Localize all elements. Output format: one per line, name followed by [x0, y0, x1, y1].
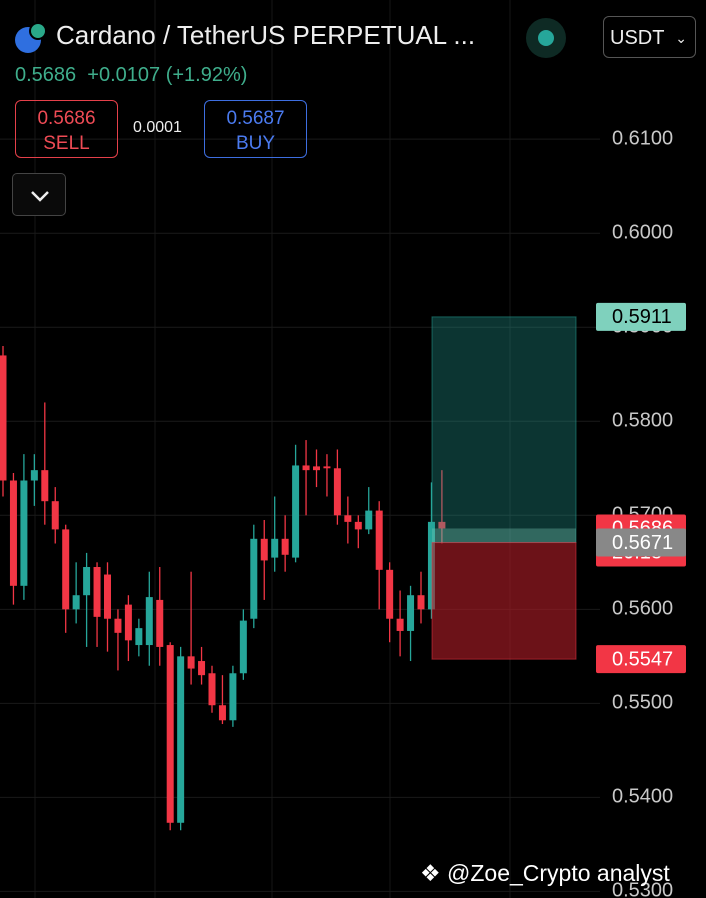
- sell-button[interactable]: 0.5686 SELL: [15, 100, 118, 158]
- y-tick-label: 0.6100: [612, 127, 673, 149]
- price-change: +0.0107 (+1.92%): [87, 64, 248, 86]
- profit-zone: [431, 316, 577, 544]
- candle-body: [187, 656, 195, 669]
- watermark: ❖ @Zoe_Crypto analyst: [420, 860, 670, 887]
- target-badge-label: 0.5911: [612, 306, 672, 328]
- candle-body: [427, 521, 435, 610]
- candle-body: [135, 628, 143, 646]
- candle-body: [333, 468, 341, 516]
- currency-select[interactable]: USDT ⌄: [603, 16, 696, 58]
- price-line: 0.5686 +0.0107 (+1.92%): [15, 64, 247, 87]
- entry-badge-label: 0.5671: [612, 532, 673, 554]
- candle-body: [177, 656, 185, 823]
- candle-body: [313, 466, 320, 471]
- buy-label: BUY: [235, 133, 276, 154]
- candle-body: [83, 567, 91, 596]
- symbol-title[interactable]: Cardano / TetherUS PERPETUAL ...: [56, 20, 476, 50]
- candle-body: [51, 501, 59, 530]
- y-tick-label: 0.6000: [612, 221, 673, 243]
- candle-body: [344, 515, 352, 522]
- candle-body: [114, 618, 122, 633]
- open-pnl-zone: [432, 528, 576, 543]
- stop-badge: [596, 645, 686, 674]
- candle-body: [354, 521, 362, 530]
- market-status[interactable]: [526, 18, 566, 58]
- sell-label: SELL: [43, 133, 90, 154]
- y-tick-label: 0.5500: [612, 692, 673, 714]
- y-tick-label: 0.5800: [612, 410, 673, 432]
- last-price: 0.5686: [15, 64, 77, 86]
- candle-body: [218, 705, 226, 721]
- watermark-icon: ❖: [420, 860, 441, 886]
- collapse-button[interactable]: [12, 173, 66, 216]
- candle-body: [417, 595, 425, 610]
- status-dot: [538, 30, 554, 46]
- candle-body: [104, 574, 111, 619]
- chevron-icon: [31, 191, 49, 202]
- candle-body: [145, 597, 153, 646]
- candle-body: [41, 470, 49, 502]
- candle-body: [271, 538, 279, 558]
- candle-body: [208, 673, 216, 706]
- candle-body: [365, 510, 373, 530]
- candle-body: [166, 645, 174, 823]
- dropdown-caret: ⌄: [675, 30, 687, 46]
- exchange-logo: [29, 22, 47, 40]
- vertical-grid: [34, 0, 511, 898]
- stop-badge-label: 0.5547: [612, 648, 673, 670]
- candle-body: [62, 529, 70, 610]
- currency-label: USDT: [610, 27, 665, 49]
- candle-body: [9, 480, 17, 586]
- candle-body: [386, 569, 394, 619]
- y-tick-label: 0.5400: [612, 786, 673, 808]
- y-tick-label: 0.5600: [612, 598, 673, 620]
- target-badge: [596, 302, 686, 331]
- buy-price: 0.5687: [226, 108, 285, 129]
- candle-body: [229, 673, 237, 721]
- candle-body: [93, 567, 101, 617]
- chevron: [31, 191, 49, 202]
- candle-body: [302, 465, 310, 471]
- candle-body: [72, 595, 80, 610]
- candle-body: [156, 599, 164, 647]
- watermark-text: @Zoe_Crypto analyst: [447, 860, 670, 886]
- candle-body: [30, 470, 38, 481]
- candle-body: [20, 480, 28, 586]
- candle-body: [292, 465, 300, 558]
- entry-badge: [596, 528, 686, 557]
- spread: 0.0001: [133, 119, 182, 136]
- loss-zone: [431, 542, 577, 660]
- candle-body: [396, 618, 404, 631]
- sell-price: 0.5686: [37, 108, 96, 129]
- candle-body: [323, 466, 331, 469]
- y-tick-label: 0.5300: [612, 880, 673, 898]
- candle-body: [407, 595, 415, 631]
- candle-body: [250, 538, 258, 619]
- candle-body: [281, 538, 289, 555]
- candle-body: [0, 355, 7, 481]
- candle-body: [438, 521, 446, 529]
- candle-body: [375, 510, 383, 570]
- buy-button[interactable]: 0.5687 BUY: [204, 100, 307, 158]
- candle-body: [124, 604, 132, 641]
- candle-body: [260, 538, 268, 561]
- candle-body: [239, 620, 247, 674]
- candle-body: [198, 661, 206, 676]
